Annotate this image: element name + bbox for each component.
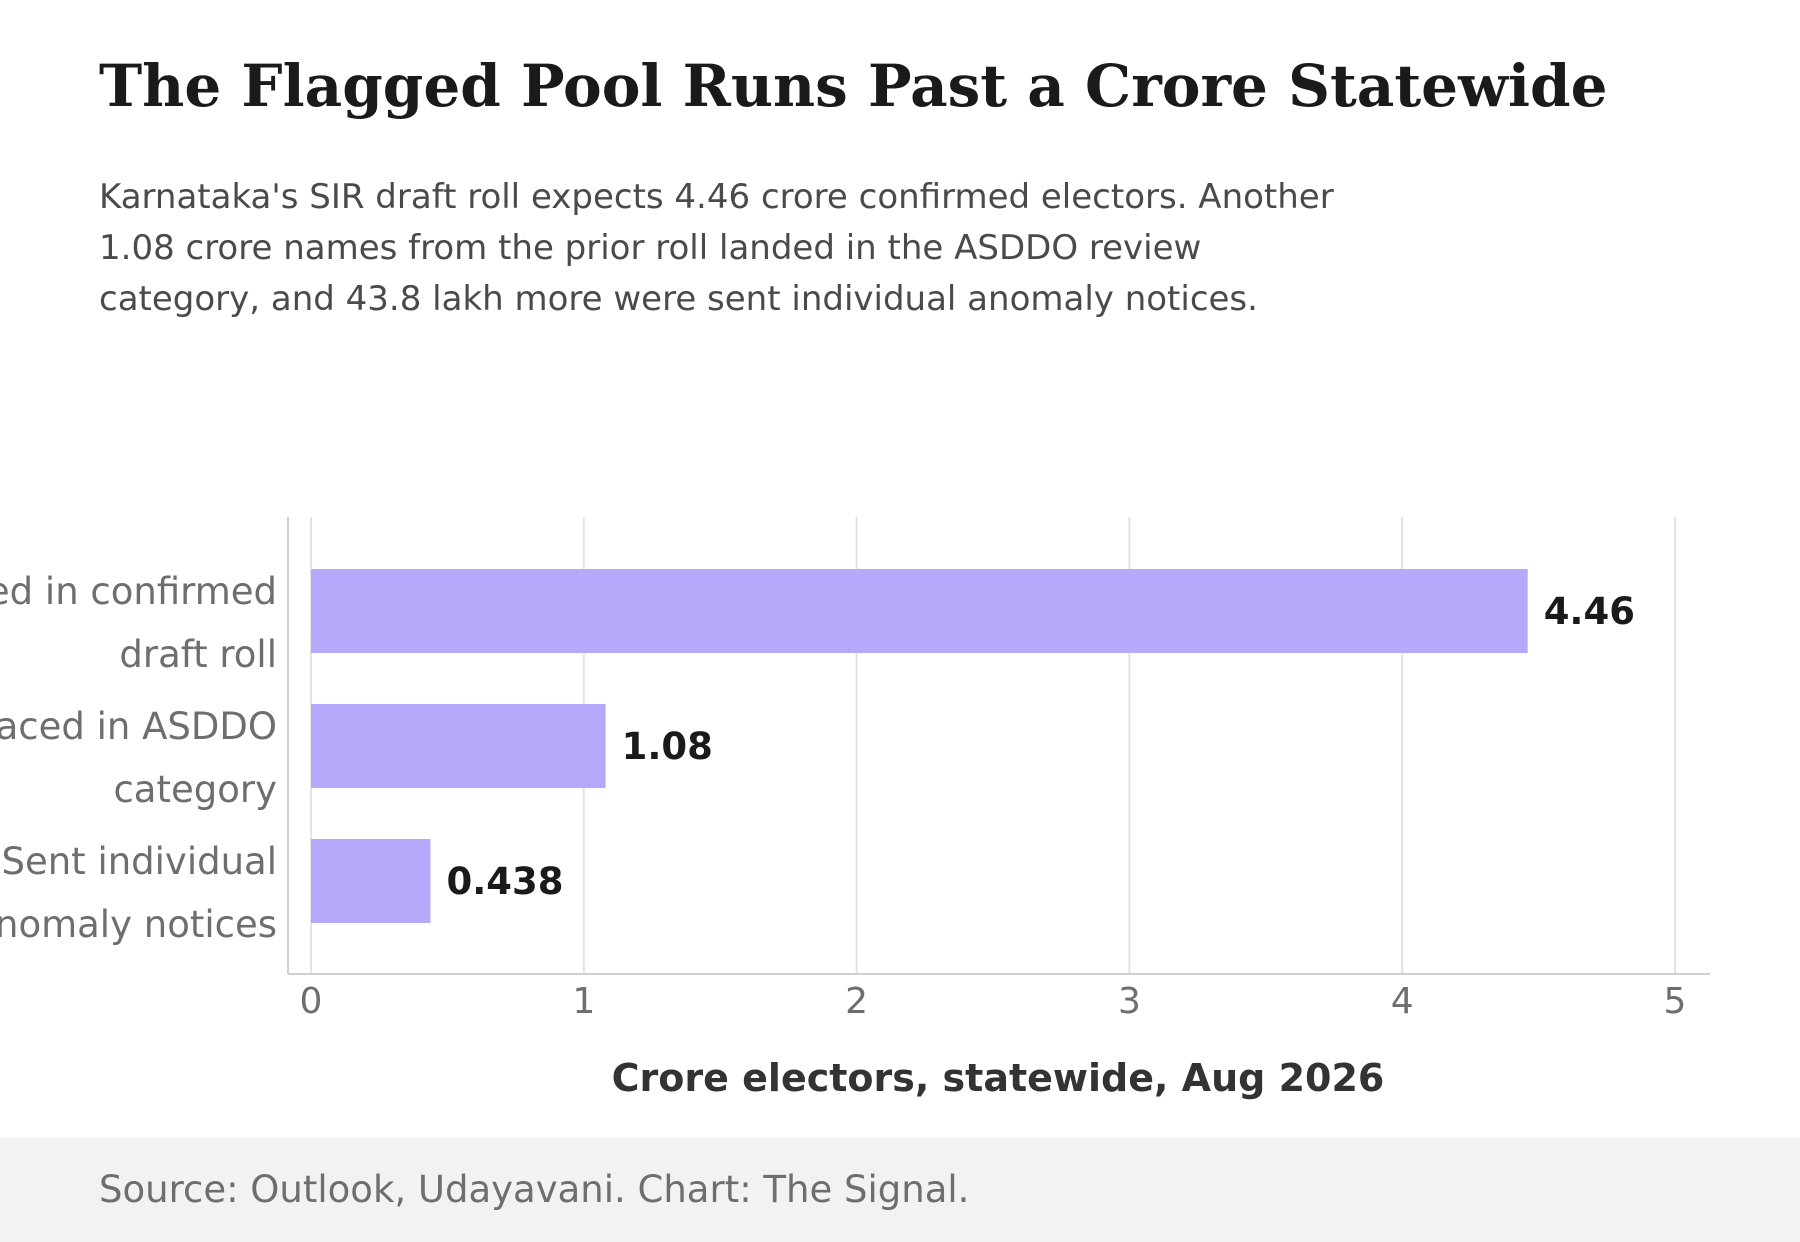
category-label-line: category bbox=[113, 768, 277, 811]
source-note: Source: Outlook, Udayavani. Chart: The S… bbox=[99, 1168, 970, 1211]
bar bbox=[311, 569, 1528, 653]
bar-value-label: 0.438 bbox=[446, 860, 563, 903]
x-tick-label: 5 bbox=[1664, 981, 1687, 1022]
x-tick-label: 2 bbox=[845, 981, 868, 1022]
category-label: Placed in ASDDO category bbox=[0, 705, 277, 811]
chart-title: The Flagged Pool Runs Past a Crore State… bbox=[99, 52, 1608, 120]
x-tick-label: 0 bbox=[300, 981, 323, 1022]
x-axis-title: Crore electors, statewide, Aug 2026 bbox=[612, 1056, 1385, 1100]
footer-band: Source: Outlook, Udayavani. Chart: The S… bbox=[0, 1138, 1800, 1242]
bar bbox=[311, 704, 606, 788]
x-tick-label: 3 bbox=[1118, 981, 1141, 1022]
x-tick-label: 1 bbox=[572, 981, 595, 1022]
category-label-line: anomaly notices bbox=[0, 903, 277, 946]
x-tick-label: 4 bbox=[1391, 981, 1414, 1022]
bar-value-label: 1.08 bbox=[622, 725, 713, 768]
category-label-line: draft roll bbox=[119, 633, 277, 676]
category-label: Sent individual anomaly notices bbox=[0, 840, 277, 946]
bar-value-label: 4.46 bbox=[1544, 590, 1635, 633]
chart-subtitle: Karnataka's SIR draft roll expects 4.46 … bbox=[99, 177, 1334, 319]
category-label-line: Expected in confirmed bbox=[0, 570, 277, 613]
category-label-line: Placed in ASDDO bbox=[0, 705, 277, 748]
category-label: Expected in confirmed draft roll bbox=[0, 570, 277, 676]
bar-chart: 0 1 2 3 4 5 4.46 Expected in confirmed draft rol… bbox=[0, 517, 1710, 1100]
bar bbox=[311, 839, 431, 923]
category-label-line: Sent individual bbox=[1, 840, 277, 883]
